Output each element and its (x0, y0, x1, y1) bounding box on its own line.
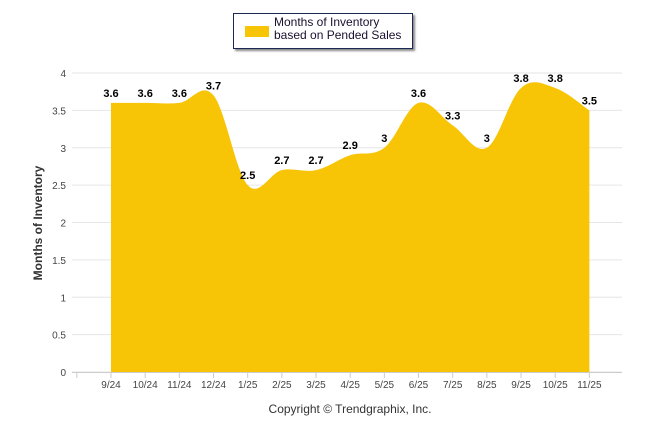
x-tick-label: 5/25 (375, 380, 395, 391)
data-label: 2.5 (240, 170, 255, 182)
y-tick-label: 0.5 (52, 331, 66, 342)
x-tick-label: 11/25 (577, 380, 602, 391)
data-label: 3.7 (206, 80, 221, 92)
data-label: 3.5 (582, 95, 597, 107)
x-tick-label: 7/25 (443, 380, 463, 391)
x-tick-label: 2/25 (272, 380, 292, 391)
data-label: 3.3 (445, 110, 460, 122)
data-label: 3.8 (548, 73, 563, 85)
y-tick-label: 1.5 (52, 256, 66, 267)
data-label: 2.7 (308, 155, 323, 167)
y-tick-label: 1 (60, 293, 66, 304)
data-label: 3 (381, 133, 387, 145)
x-tick-label: 8/25 (477, 380, 497, 391)
x-tick-label: 11/24 (167, 380, 192, 391)
copyright: Copyright © Trendgraphix, Inc. (269, 402, 432, 416)
x-tick-label: 12/24 (201, 380, 226, 391)
x-tick-label: 10/25 (543, 380, 568, 391)
x-tick-label: 10/24 (133, 380, 158, 391)
y-tick-label: 2.5 (52, 181, 66, 192)
series-area (111, 82, 590, 373)
y-tick-label: 0 (60, 368, 66, 379)
y-axis-title: Months of Inventory (31, 165, 45, 280)
legend-label: Months of Inventory based on Pended Sale… (274, 15, 402, 42)
y-tick-label: 3 (60, 144, 66, 155)
legend-swatch (245, 26, 269, 37)
data-label: 3.6 (411, 88, 426, 100)
data-label: 3 (484, 133, 490, 145)
data-label: 2.7 (274, 155, 289, 167)
y-tick-label: 3.5 (52, 106, 66, 117)
data-label: 2.9 (343, 140, 358, 152)
x-tick-label: 9/24 (101, 380, 121, 391)
legend: Months of Inventory based on Pended Sale… (233, 13, 413, 49)
y-tick-label: 4 (60, 69, 66, 80)
x-tick-label: 4/25 (340, 380, 360, 391)
data-label: 3.8 (513, 73, 528, 85)
x-tick-label: 6/25 (409, 380, 429, 391)
data-label: 3.6 (172, 88, 187, 100)
x-tick-label: 9/25 (511, 380, 531, 391)
x-tick-label: 3/25 (306, 380, 326, 391)
y-tick-label: 2 (60, 219, 66, 230)
data-label: 3.6 (103, 88, 118, 100)
x-tick-label: 1/25 (238, 380, 258, 391)
data-label: 3.6 (138, 88, 153, 100)
